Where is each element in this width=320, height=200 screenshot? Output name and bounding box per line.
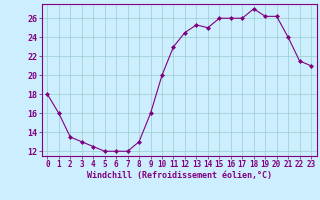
- X-axis label: Windchill (Refroidissement éolien,°C): Windchill (Refroidissement éolien,°C): [87, 171, 272, 180]
